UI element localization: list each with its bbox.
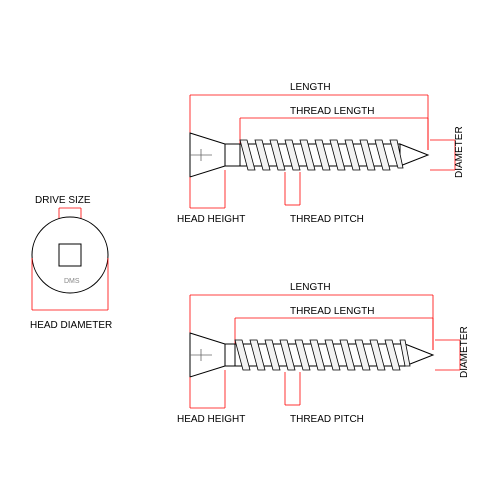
screw-tip-top: [400, 144, 428, 166]
drive-size-label: DRIVE SIZE: [35, 195, 91, 206]
diameter-callout-top: [430, 140, 455, 170]
length-label-bottom: LENGTH: [290, 282, 331, 293]
head-front-view: DRIVE SIZE DMS HEAD DIAMETER: [30, 195, 112, 331]
diameter-callout-bottom: [435, 340, 460, 370]
thread-pitch-label-bottom: THREAD PITCH: [290, 414, 364, 425]
length-label-top: LENGTH: [290, 82, 331, 93]
thread-length-label-bottom: THREAD LENGTH: [290, 306, 374, 317]
diagram-canvas: DRIVE SIZE DMS HEAD DIAMETER LENGTH THRE…: [0, 0, 500, 500]
head-height-label-bottom: HEAD HEIGHT: [177, 414, 245, 425]
thread-pitch-callout-bottom: [285, 372, 300, 405]
screw-bottom: LENGTH THREAD LENGTH: [177, 282, 470, 425]
screw-top: LENGTH THREAD LENGTH: [177, 82, 465, 225]
head-diameter-label: HEAD DIAMETER: [30, 320, 112, 331]
dms-label: DMS: [64, 278, 80, 285]
drive-square: [59, 244, 81, 266]
screw-shank-bottom: [225, 344, 235, 366]
screw-shank-top: [225, 144, 240, 166]
head-height-label-top: HEAD HEIGHT: [177, 214, 245, 225]
diameter-label-bottom: DIAMETER: [459, 326, 470, 378]
thread-length-label-top: THREAD LENGTH: [290, 106, 374, 117]
thread-pitch-label-top: THREAD PITCH: [290, 214, 364, 225]
thread-pitch-callout-top: [285, 172, 300, 205]
diameter-label-top: DIAMETER: [454, 126, 465, 178]
